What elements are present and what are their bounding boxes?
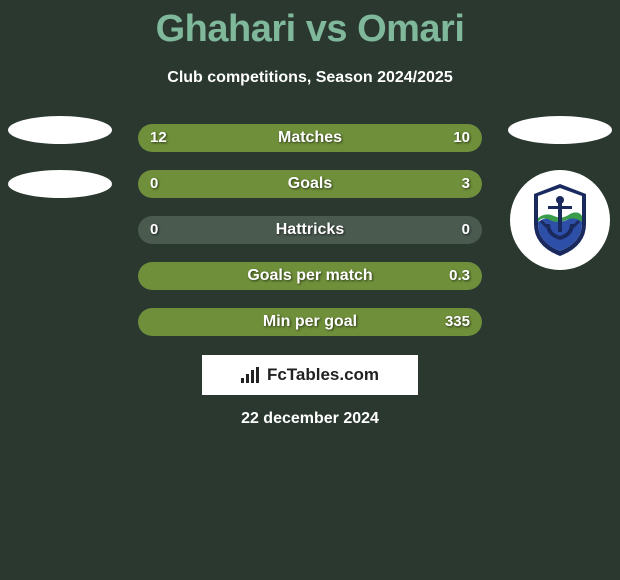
stat-label: Hattricks (138, 216, 482, 244)
stat-label: Goals (138, 170, 482, 198)
stat-label: Min per goal (138, 308, 482, 336)
stat-value-right: 335 (445, 308, 470, 336)
source-attribution: FcTables.com (202, 355, 418, 395)
page-title: Ghahari vs Omari (0, 0, 620, 51)
stat-row: Goals per match0.3 (138, 262, 482, 290)
stat-row: 12Matches10 (138, 124, 482, 152)
stat-value-right: 0 (462, 216, 470, 244)
player-right-ellipse (508, 116, 612, 144)
stat-label: Goals per match (138, 262, 482, 290)
player-left-ellipse-2 (8, 170, 112, 198)
stat-row: Min per goal335 (138, 308, 482, 336)
stat-value-right: 10 (453, 124, 470, 152)
stat-value-right: 0.3 (449, 262, 470, 290)
player-left-badges (8, 116, 112, 224)
player-left-ellipse-1 (8, 116, 112, 144)
fctables-logo-icon (241, 367, 261, 383)
source-text: FcTables.com (267, 365, 379, 385)
stat-value-right: 3 (462, 170, 470, 198)
page-subtitle: Club competitions, Season 2024/2025 (0, 69, 620, 87)
date-text: 22 december 2024 (0, 410, 620, 428)
player-right-badges (508, 116, 612, 270)
stats-container: 12Matches100Goals30Hattricks0Goals per m… (138, 124, 482, 354)
anchor-crest-icon (524, 180, 596, 260)
stat-row: 0Goals3 (138, 170, 482, 198)
player-right-club-crest (510, 170, 610, 270)
stat-row: 0Hattricks0 (138, 216, 482, 244)
stat-label: Matches (138, 124, 482, 152)
